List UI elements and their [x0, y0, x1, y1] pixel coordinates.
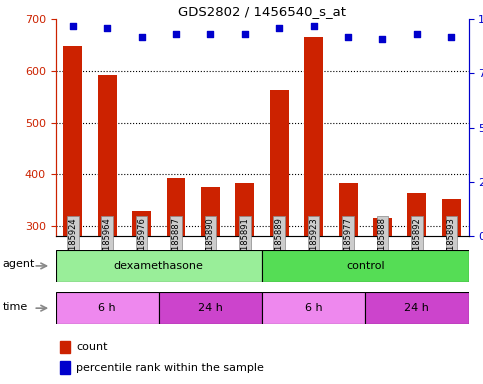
Point	[275, 25, 283, 31]
Text: GSM185893: GSM185893	[447, 217, 456, 268]
Bar	[262, 250, 469, 282]
Bar	[408, 193, 426, 236]
Bar	[270, 91, 289, 236]
Text: dexamethasone: dexamethasone	[114, 261, 204, 271]
Bar	[159, 292, 262, 324]
Point	[69, 23, 77, 29]
Point	[413, 31, 421, 38]
Bar	[373, 218, 392, 236]
Text: GSM185890: GSM185890	[206, 217, 215, 268]
Bar	[365, 292, 469, 324]
Text: 24 h: 24 h	[198, 303, 223, 313]
Point	[138, 33, 145, 40]
Bar	[262, 292, 365, 324]
Text: GSM185923: GSM185923	[309, 217, 318, 268]
Bar	[56, 250, 262, 282]
Point	[172, 31, 180, 38]
Bar	[235, 184, 254, 236]
Text: GSM185964: GSM185964	[103, 217, 112, 268]
Bar	[56, 292, 159, 324]
Text: count: count	[76, 342, 108, 352]
Title: GDS2802 / 1456540_s_at: GDS2802 / 1456540_s_at	[178, 5, 346, 18]
Text: GSM185892: GSM185892	[412, 217, 421, 268]
Text: GSM185891: GSM185891	[241, 217, 249, 268]
Text: GSM185888: GSM185888	[378, 217, 387, 268]
Text: GSM185924: GSM185924	[68, 218, 77, 268]
Text: GSM185977: GSM185977	[343, 217, 353, 268]
Bar	[60, 361, 70, 374]
Point	[103, 25, 111, 31]
Text: 6 h: 6 h	[99, 303, 116, 313]
Bar	[167, 178, 185, 236]
Text: GSM185976: GSM185976	[137, 217, 146, 268]
Point	[310, 23, 317, 29]
Bar	[442, 199, 461, 236]
Point	[241, 31, 249, 38]
Bar	[339, 184, 357, 236]
Point	[207, 31, 214, 38]
Bar	[132, 211, 151, 236]
Text: percentile rank within the sample: percentile rank within the sample	[76, 363, 264, 373]
Text: control: control	[346, 261, 384, 271]
Bar	[60, 341, 70, 353]
Text: GSM185889: GSM185889	[275, 217, 284, 268]
Bar	[201, 187, 220, 236]
Text: agent: agent	[3, 259, 35, 269]
Point	[379, 36, 386, 42]
Text: 6 h: 6 h	[305, 303, 323, 313]
Text: GSM185887: GSM185887	[171, 217, 181, 268]
Text: time: time	[3, 301, 28, 311]
Point	[447, 33, 455, 40]
Bar	[304, 37, 323, 236]
Bar	[63, 46, 82, 236]
Bar	[98, 75, 116, 236]
Text: 24 h: 24 h	[404, 303, 429, 313]
Point	[344, 33, 352, 40]
